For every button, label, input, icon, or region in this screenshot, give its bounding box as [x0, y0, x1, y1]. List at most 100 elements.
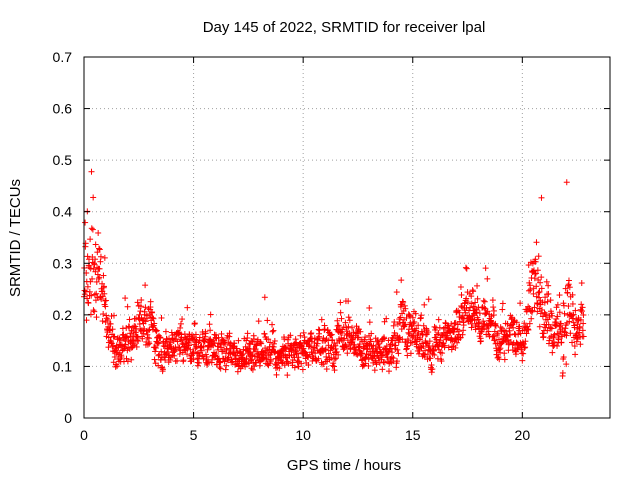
data-point-plus — [534, 300, 541, 307]
data-point-plus — [543, 312, 550, 319]
data-point-plus — [124, 334, 131, 341]
data-point-plus — [202, 351, 209, 358]
data-point-plus — [82, 219, 89, 226]
data-point-plus — [569, 291, 576, 298]
data-point-plus — [533, 283, 540, 290]
data-point-plus — [577, 341, 584, 348]
data-point-plus — [199, 352, 206, 359]
data-point-plus — [168, 329, 175, 336]
data-point-plus — [110, 312, 117, 319]
data-point-plus — [570, 311, 577, 318]
data-point-plus — [120, 346, 127, 353]
data-point-plus — [269, 328, 276, 335]
data-point-plus — [532, 258, 539, 265]
data-point-plus — [354, 351, 361, 358]
data-point-plus — [341, 335, 348, 342]
data-point-plus — [149, 309, 156, 316]
data-point-plus — [202, 333, 209, 340]
data-point-plus — [177, 324, 184, 331]
data-point-plus — [551, 342, 558, 349]
data-point-plus — [330, 360, 337, 367]
data-point-plus — [196, 334, 203, 341]
data-point-plus — [542, 294, 549, 301]
data-point-plus — [438, 358, 445, 365]
plot-frame — [83, 56, 611, 419]
data-point-plus — [90, 307, 97, 314]
data-point-plus — [269, 321, 276, 328]
data-point-plus — [105, 344, 112, 351]
data-point-plus — [267, 356, 274, 363]
data-point-plus — [147, 304, 154, 311]
data-point-plus — [502, 328, 509, 335]
data-point-plus — [389, 349, 396, 356]
data-point-plus — [139, 335, 146, 342]
data-point-plus — [111, 353, 118, 360]
data-point-plus — [570, 319, 577, 326]
data-point-plus — [124, 358, 131, 365]
data-point-plus — [88, 292, 95, 299]
data-point-plus — [368, 330, 375, 337]
data-point-plus — [142, 318, 149, 325]
data-point-plus — [334, 317, 341, 324]
data-point-plus — [427, 355, 434, 362]
data-point-plus — [394, 358, 401, 365]
data-point-plus — [185, 342, 192, 349]
data-point-plus — [153, 327, 160, 334]
data-point-plus — [202, 330, 209, 337]
data-point-plus — [458, 291, 465, 298]
x-tick-label: 5 — [190, 427, 198, 443]
data-point-plus — [85, 300, 92, 307]
data-point-plus — [520, 350, 527, 357]
y-tick-label: 0.6 — [53, 101, 73, 117]
data-point-plus — [392, 337, 399, 344]
data-point-plus — [407, 313, 414, 320]
data-point-plus — [300, 345, 307, 352]
data-point-plus — [562, 325, 569, 332]
data-point-plus — [200, 355, 207, 362]
data-point-plus — [571, 343, 578, 350]
data-point-plus — [531, 304, 538, 311]
data-point-plus — [221, 358, 228, 365]
data-point-plus — [513, 319, 520, 326]
data-point-plus — [485, 328, 492, 335]
data-point-plus — [527, 286, 534, 293]
data-point-plus — [501, 356, 508, 363]
data-point-plus — [345, 298, 352, 305]
data-point-plus — [509, 314, 516, 321]
data-point-plus — [392, 342, 399, 349]
data-point-plus — [499, 300, 506, 307]
data-point-plus — [99, 318, 106, 325]
data-point-plus — [489, 297, 496, 304]
data-point-plus — [557, 320, 564, 327]
data-point-plus — [234, 368, 241, 375]
data-point-plus — [365, 362, 372, 369]
data-point-plus — [362, 360, 369, 367]
data-point-plus — [553, 315, 560, 322]
data-point-plus — [536, 323, 543, 330]
data-point-plus — [93, 290, 100, 297]
data-point-plus — [351, 343, 358, 350]
data-point-plus — [525, 326, 532, 333]
data-point-plus — [261, 294, 268, 301]
data-point-plus — [225, 354, 232, 361]
data-point-plus — [404, 343, 411, 350]
data-point-plus — [561, 328, 568, 335]
data-point-plus — [574, 335, 581, 342]
data-point-plus — [450, 329, 457, 336]
data-point-plus — [142, 282, 149, 289]
data-point-plus — [373, 361, 380, 368]
data-point-plus — [114, 363, 121, 370]
data-point-plus — [566, 284, 573, 291]
y-tick-label: 0.1 — [53, 358, 73, 374]
data-point-plus — [533, 239, 540, 246]
data-point-plus — [497, 345, 504, 352]
data-point-plus — [264, 317, 271, 324]
data-point-plus — [134, 299, 141, 306]
data-point-plus — [399, 336, 406, 343]
data-point-plus — [81, 291, 88, 298]
data-point-plus — [270, 340, 277, 347]
data-point-plus — [127, 330, 134, 337]
data-point-plus — [329, 336, 336, 343]
data-point-plus — [526, 320, 533, 327]
data-point-plus — [421, 301, 428, 308]
